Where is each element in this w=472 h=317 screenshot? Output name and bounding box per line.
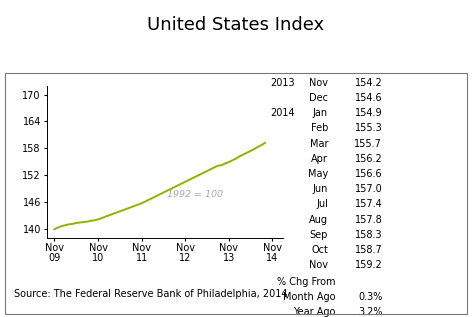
Text: 0.3%: 0.3% <box>358 292 382 302</box>
Text: Aug: Aug <box>309 215 328 225</box>
Text: Nov: Nov <box>309 260 328 270</box>
Text: Year Ago: Year Ago <box>293 307 335 317</box>
Text: 2014: 2014 <box>270 108 295 118</box>
Text: Jul: Jul <box>316 199 328 210</box>
Text: Sep: Sep <box>310 230 328 240</box>
Text: 3.2%: 3.2% <box>358 307 382 317</box>
Text: 158.7: 158.7 <box>354 245 382 255</box>
Text: Source: The Federal Reserve Bank of Philadelphia, 2014: Source: The Federal Reserve Bank of Phil… <box>14 288 287 299</box>
Text: May: May <box>308 169 328 179</box>
Text: Feb: Feb <box>311 123 328 133</box>
Text: 1992 = 100: 1992 = 100 <box>167 190 223 198</box>
Text: % Chg From: % Chg From <box>277 277 335 287</box>
Text: 155.3: 155.3 <box>354 123 382 133</box>
Text: 157.0: 157.0 <box>354 184 382 194</box>
Text: 157.4: 157.4 <box>354 199 382 210</box>
Text: United States Index: United States Index <box>147 16 325 34</box>
Text: 157.8: 157.8 <box>354 215 382 225</box>
Text: 154.9: 154.9 <box>354 108 382 118</box>
Text: Jan: Jan <box>313 108 328 118</box>
Text: Jun: Jun <box>312 184 328 194</box>
Text: 156.2: 156.2 <box>354 154 382 164</box>
Text: 154.6: 154.6 <box>354 93 382 103</box>
Text: Mar: Mar <box>310 139 328 149</box>
Text: 155.7: 155.7 <box>354 139 382 149</box>
Text: 158.3: 158.3 <box>354 230 382 240</box>
Text: Apr: Apr <box>311 154 328 164</box>
Text: Nov: Nov <box>309 78 328 88</box>
Text: 159.2: 159.2 <box>354 260 382 270</box>
Text: 154.2: 154.2 <box>354 78 382 88</box>
Text: 156.6: 156.6 <box>354 169 382 179</box>
Text: Month Ago: Month Ago <box>283 292 335 302</box>
Text: Oct: Oct <box>311 245 328 255</box>
Text: Dec: Dec <box>309 93 328 103</box>
Text: 2013: 2013 <box>270 78 295 88</box>
